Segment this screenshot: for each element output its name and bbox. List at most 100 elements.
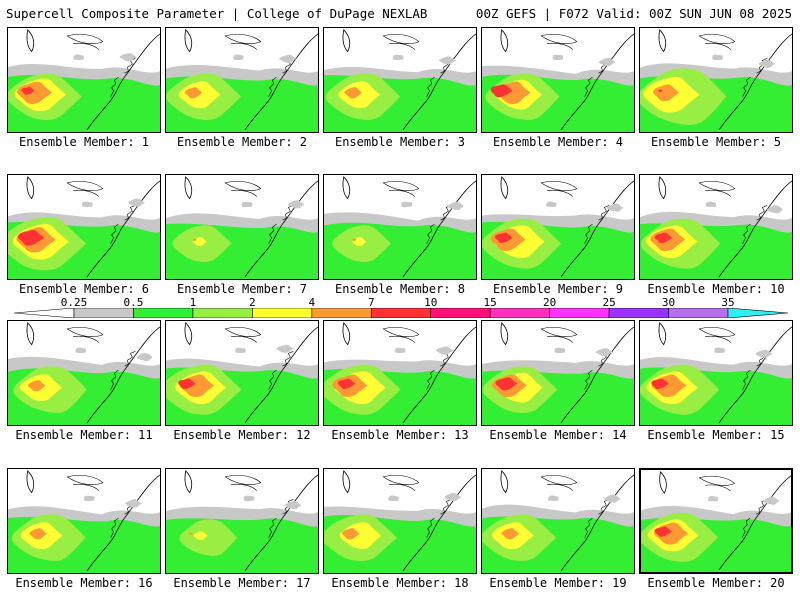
ensemble-member-map[interactable] bbox=[639, 27, 793, 133]
lake-outline bbox=[73, 189, 100, 197]
colorbar-tick-label: 4 bbox=[308, 296, 316, 309]
scp-contour-0.25 bbox=[243, 495, 255, 502]
ensemble-member-map[interactable] bbox=[7, 320, 161, 426]
scp-contour-0.25 bbox=[119, 53, 138, 62]
coastline bbox=[560, 474, 634, 572]
scp-contour-2 bbox=[178, 81, 221, 109]
colorbar-tick-label: 10 bbox=[424, 296, 438, 309]
lake-outline bbox=[26, 176, 35, 200]
ensemble-member-map[interactable] bbox=[165, 320, 319, 426]
coastline-detail bbox=[584, 76, 593, 97]
ensemble-member-label: Ensemble Member: 19 bbox=[489, 576, 627, 590]
lake-outline bbox=[66, 33, 104, 44]
scp-contour-0.25 bbox=[758, 59, 776, 68]
lake-outline bbox=[698, 33, 736, 44]
coastline-detail bbox=[282, 351, 294, 367]
lake-outline bbox=[231, 42, 258, 50]
ensemble-member-map[interactable] bbox=[7, 174, 161, 280]
coastline-detail bbox=[426, 517, 435, 538]
lake-outline bbox=[26, 322, 35, 346]
ensemble-member-map[interactable] bbox=[481, 468, 635, 574]
scp-contour-0.25 bbox=[279, 54, 297, 63]
ensemble-member-map[interactable] bbox=[481, 320, 635, 426]
colorbar-segment bbox=[549, 308, 610, 318]
coastline-detail bbox=[756, 205, 768, 221]
coastline-detail bbox=[268, 76, 277, 97]
lake-outline bbox=[705, 189, 732, 197]
coastline-detail bbox=[268, 517, 277, 538]
scp-map-plot bbox=[640, 176, 792, 279]
coastline bbox=[560, 180, 634, 278]
scp-contour-0.25 bbox=[81, 201, 93, 208]
lake-outline bbox=[73, 483, 100, 491]
scp-contour-7 bbox=[658, 89, 663, 93]
lake-outline bbox=[231, 189, 258, 197]
scp-contour-4 bbox=[192, 238, 197, 242]
scp-contour-0.25 bbox=[235, 347, 246, 353]
coastline-detail bbox=[110, 517, 119, 538]
coastline-detail bbox=[426, 76, 435, 97]
lake-outline bbox=[66, 180, 104, 191]
ensemble-member-map[interactable] bbox=[639, 174, 793, 280]
colorbar bbox=[14, 308, 788, 318]
scp-contour-0.25 bbox=[136, 352, 153, 362]
ensemble-member-map[interactable] bbox=[165, 174, 319, 280]
scp-contour-0.25 bbox=[766, 205, 783, 214]
scp-contour-2 bbox=[338, 81, 381, 109]
scp-contour-0.25 bbox=[276, 344, 295, 353]
ensemble-member-label: Ensemble Member: 15 bbox=[647, 428, 785, 442]
ensemble-member-map[interactable] bbox=[165, 27, 319, 133]
colorbar-segment bbox=[133, 308, 194, 318]
ensemble-member-map[interactable] bbox=[639, 320, 793, 426]
coastline bbox=[244, 180, 318, 278]
lake-outline bbox=[659, 471, 667, 494]
scp-contour-7 bbox=[654, 526, 672, 537]
scp-map-plot bbox=[166, 176, 318, 279]
coastline bbox=[560, 33, 634, 131]
scp-contour-0.25 bbox=[388, 495, 399, 502]
coastline bbox=[560, 326, 634, 424]
ensemble-member-map[interactable] bbox=[323, 320, 477, 426]
ensemble-member-map[interactable] bbox=[323, 27, 477, 133]
lake-outline bbox=[184, 176, 193, 200]
scp-map-plot bbox=[482, 470, 634, 573]
ensemble-member-map[interactable] bbox=[323, 468, 477, 574]
ensemble-member-map[interactable] bbox=[481, 27, 635, 133]
coastline-detail bbox=[742, 223, 751, 244]
ensemble-member-map[interactable] bbox=[481, 174, 635, 280]
lake-outline bbox=[342, 322, 351, 346]
scp-contour-0.25 bbox=[287, 200, 305, 209]
coastline bbox=[244, 474, 318, 572]
ensemble-member-map[interactable] bbox=[639, 468, 793, 574]
coastline-detail bbox=[426, 369, 435, 390]
colorbar-tick-label: 1 bbox=[189, 296, 197, 309]
lake-outline bbox=[500, 470, 509, 494]
lake-outline bbox=[540, 474, 578, 485]
scp-contour-0.25 bbox=[607, 203, 624, 212]
colorbar-segment bbox=[311, 308, 372, 318]
coastline-detail bbox=[584, 369, 593, 390]
scp-map-plot bbox=[8, 470, 160, 573]
coastline bbox=[86, 33, 160, 131]
colorbar-segment bbox=[608, 308, 669, 318]
lake-outline bbox=[540, 180, 578, 191]
coastline-detail bbox=[755, 499, 767, 515]
lake-outline bbox=[500, 322, 509, 346]
ensemble-member-map[interactable] bbox=[7, 468, 161, 574]
lake-outline bbox=[389, 189, 416, 197]
ensemble-member-label: Ensemble Member: 10 bbox=[647, 282, 785, 296]
lake-outline bbox=[698, 326, 736, 337]
lake-outline bbox=[224, 180, 262, 191]
scp-contour-4 bbox=[501, 528, 520, 540]
run-valid-time: 00Z GEFS | F072 Valid: 00Z SUN JUN 08 20… bbox=[475, 6, 792, 21]
scp-contour-0.25 bbox=[284, 501, 302, 510]
scp-contour-7 bbox=[651, 378, 669, 390]
colorbar-tick-label: 0.5 bbox=[123, 296, 144, 309]
scp-map-plot bbox=[324, 470, 476, 573]
ensemble-member-map[interactable] bbox=[165, 468, 319, 574]
ensemble-member-map[interactable] bbox=[323, 174, 477, 280]
coastline bbox=[402, 33, 476, 131]
scp-contour-0.25 bbox=[392, 54, 404, 60]
lake-outline bbox=[389, 335, 416, 343]
ensemble-member-map[interactable] bbox=[7, 27, 161, 133]
